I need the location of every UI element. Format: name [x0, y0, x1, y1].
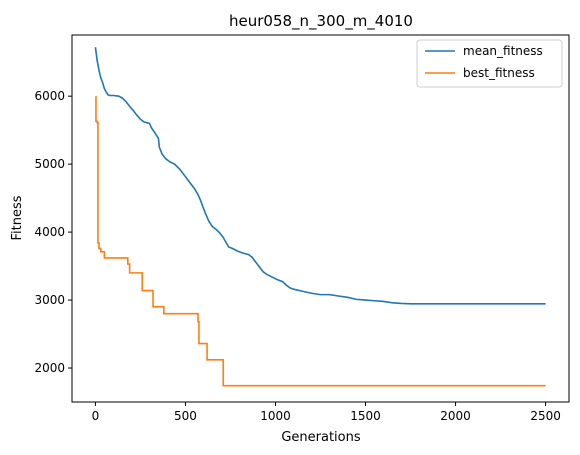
y-tick-label: 4000 — [34, 225, 65, 239]
x-axis-label: Generations — [281, 430, 361, 445]
x-tick-label: 500 — [174, 409, 197, 423]
x-tick-label: 2000 — [440, 409, 471, 423]
series-layer — [95, 47, 545, 385]
chart-title: heur058_n_300_m_4010 — [229, 12, 413, 31]
plot-frame — [72, 35, 569, 402]
series-line-best-fitness — [95, 97, 545, 386]
y-axis-label: Fitness — [10, 195, 25, 240]
legend: mean_fitness best_fitness — [417, 40, 562, 87]
y-tick-label: 6000 — [34, 89, 65, 103]
x-tick-label: 1000 — [260, 409, 291, 423]
legend-label-mean-fitness: mean_fitness — [463, 44, 543, 58]
x-tick-label: 1500 — [350, 409, 381, 423]
legend-label-best-fitness: best_fitness — [463, 66, 535, 80]
y-tick-label: 3000 — [34, 293, 65, 307]
x-tick-label: 2500 — [530, 409, 561, 423]
x-axis: 0 500 1000 1500 2000 2500 — [92, 402, 561, 423]
x-tick-label: 0 — [92, 409, 100, 423]
y-axis: 2000 3000 4000 5000 6000 — [34, 89, 72, 375]
y-tick-label: 2000 — [34, 361, 65, 375]
y-tick-label: 5000 — [34, 157, 65, 171]
